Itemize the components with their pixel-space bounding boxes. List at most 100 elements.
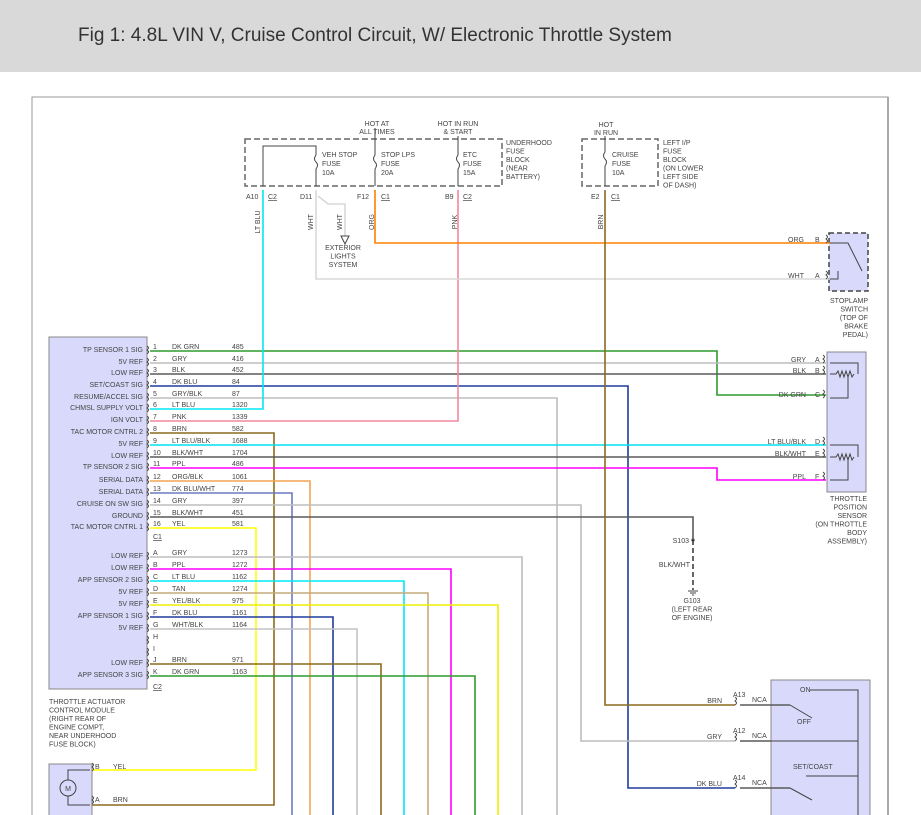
fuse-pin-label: A10 (246, 194, 259, 201)
circuit-number: 774 (232, 486, 244, 493)
pin-number: 6 (153, 402, 157, 409)
pin-function: 5V REF (118, 589, 143, 596)
pin-number: 5 (153, 391, 157, 398)
circuit-number: 1162 (232, 574, 247, 581)
pin-function: LOW REF (111, 553, 143, 560)
connector-terminal-icon (825, 270, 828, 280)
wire-color-label: GRY (707, 734, 722, 741)
wire-color-label: WHT (308, 213, 315, 230)
connector-terminal-icon (734, 696, 737, 706)
pin-letter: D (815, 439, 820, 446)
wire-c2-F (150, 616, 334, 815)
circuit-number: 1274 (232, 586, 248, 593)
wire-c1-16 (92, 527, 257, 771)
circuit-number: 451 (232, 510, 244, 517)
cruise-fuse-label: CRUISE (612, 152, 639, 159)
pin-function: GROUND (112, 513, 143, 520)
throttle-position-sensor-label: POSITION (834, 505, 867, 512)
wire-cruise-a13 (604, 190, 735, 706)
connector-terminal-icon (146, 380, 149, 390)
connector-terminal-icon (91, 762, 94, 772)
switch-off-label: OFF (797, 719, 811, 726)
hot-in-run-start-label: HOT IN RUN (438, 121, 479, 128)
wire-color-label: BRN (598, 215, 605, 230)
veh-stop-fuse-label: VEH STOP (322, 152, 358, 159)
pin-number: 3 (153, 367, 157, 374)
circuit-number: 975 (232, 598, 244, 605)
hot-at-all-times-label: ALL TIMES (359, 129, 395, 136)
pin-number: 7 (153, 414, 157, 421)
pin-function: TAC MOTOR CNTRL 1 (71, 524, 143, 531)
connector-terminal-icon (146, 451, 149, 461)
wire-stoplamp-a (315, 190, 830, 280)
fuse-connector-label: C1 (381, 194, 390, 201)
wire-color-label: GRY (172, 356, 187, 363)
stoplamp-switch-contact (830, 242, 863, 280)
wire-color-label: LT BLU (255, 210, 262, 233)
exterior-lights-label: SYSTEM (329, 262, 358, 269)
ground-g103-label: OF ENGINE) (672, 615, 713, 622)
ground-g103-label: G103 (683, 598, 700, 605)
wire-color-label: BLK/WHT (172, 450, 204, 457)
throttle-position-sensor (826, 351, 867, 493)
cruise-switch-contacts (771, 689, 859, 815)
pin-function: 5V REF (118, 601, 143, 608)
wire-c1-8 (92, 432, 275, 806)
throttle-actuator-control-module (48, 336, 148, 690)
wire-color-label: DK GRN (779, 392, 806, 399)
wire-color-label: DK BLU/WHT (172, 486, 216, 493)
pin-function: LOW REF (111, 370, 143, 377)
connector-terminal-icon (146, 522, 149, 532)
connector-terminal-icon (146, 551, 149, 561)
connector-terminal-icon (146, 499, 149, 509)
stoplamp-switch (828, 232, 869, 292)
wire-color-label: GRY (791, 357, 806, 364)
connector-terminal-icon (146, 647, 149, 657)
wire-c1-11 (150, 467, 826, 481)
circuit-number: 485 (232, 344, 244, 351)
connector-terminal-icon (146, 439, 149, 449)
connector-terminal-icon (146, 511, 149, 521)
pin-letter: J (153, 657, 157, 664)
stoplamp-switch-label: PEDAL) (843, 332, 868, 339)
left-ip-fuse-block-label: BLOCK (663, 157, 687, 164)
wire-c1-4 (150, 385, 735, 789)
pin-function: APP SENSOR 2 SIG (78, 577, 143, 584)
connector-terminal-icon (822, 448, 825, 458)
pin-function: SERIAL DATA (99, 489, 144, 496)
wire-c2-B (150, 568, 452, 815)
pin-label: A14 (733, 775, 746, 782)
left-ip-fuse-block-label: OF DASH) (663, 183, 696, 190)
connector-terminal-icon (822, 389, 825, 399)
pin-label: A12 (733, 728, 746, 735)
wire-color-label: DK BLU (172, 379, 197, 386)
module-name-label: NEAR UNDERHOOD (49, 733, 116, 740)
wire-c1-14 (150, 504, 735, 742)
circuit-number: 581 (232, 521, 244, 528)
hot-in-run-start-label: & START (444, 129, 474, 136)
circuit-number: 971 (232, 657, 244, 664)
fuse-pin-label: F12 (357, 194, 369, 201)
pin-letter: G (153, 622, 158, 629)
connector-terminal-icon (822, 354, 825, 364)
wire-color-label: BRN (707, 698, 722, 705)
pin-letter: F (153, 610, 157, 617)
connector-terminal-icon (822, 471, 825, 481)
wire-color-label: BLK/WHT (172, 510, 204, 517)
stoplamp-switch-label: SWITCH (840, 307, 868, 314)
pin-function: TP SENSOR 2 SIG (83, 464, 143, 471)
etc-fuse-label: 15A (463, 170, 476, 177)
wire-color-label: LT BLU (172, 574, 195, 581)
underhood-fuse-block-label: FUSE (506, 149, 525, 156)
pin-letter: A (153, 550, 158, 557)
circuit-number: 416 (232, 356, 244, 363)
pin-letter: I (153, 646, 155, 653)
pin-function: 5V REF (118, 625, 143, 632)
pin-number: 1 (153, 344, 157, 351)
pin-function: SERIAL DATA (99, 477, 144, 484)
wire-color-label: WHT (788, 273, 805, 280)
underhood-fuse-block-label: BATTERY) (506, 174, 540, 181)
wire-color-label: BLK (172, 367, 186, 374)
circuit-number: 1339 (232, 414, 248, 421)
cruise-control-switch (770, 679, 871, 815)
